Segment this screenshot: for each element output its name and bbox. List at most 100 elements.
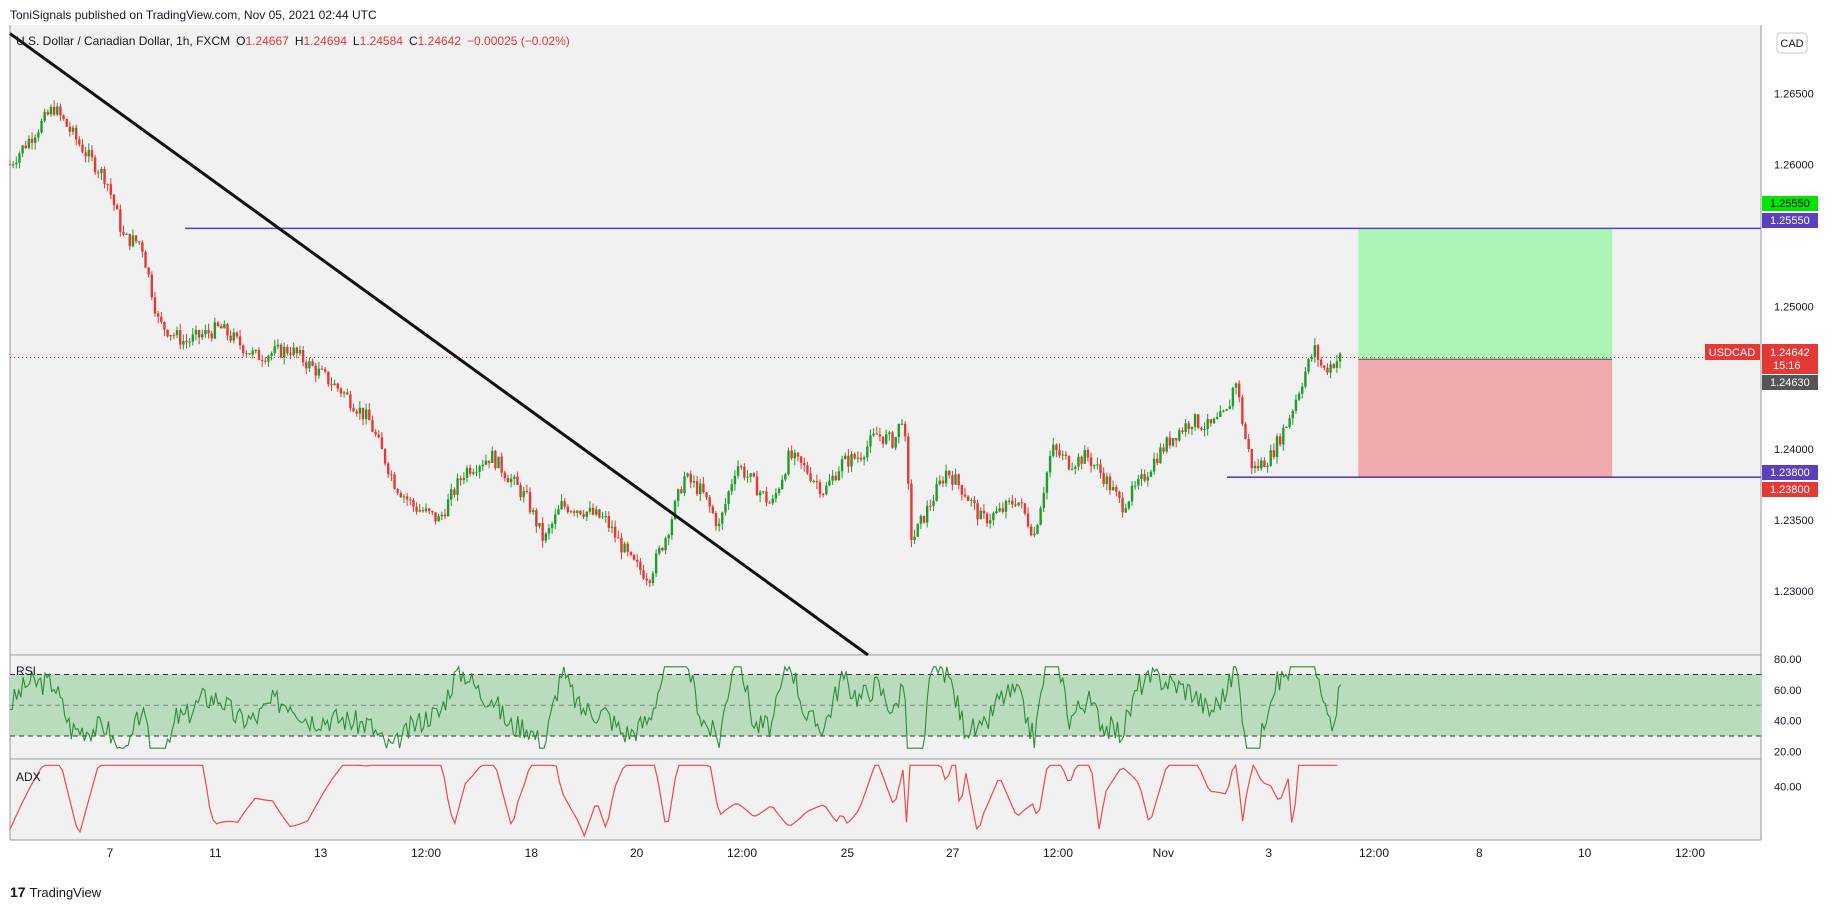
candle-body — [859, 457, 863, 460]
candle-body — [1288, 418, 1291, 427]
candle-body — [119, 209, 122, 232]
candle-body — [377, 434, 380, 438]
candle-body — [1187, 423, 1190, 429]
candle-body — [834, 475, 837, 481]
candle-body — [828, 480, 831, 486]
currency-box[interactable] — [1776, 32, 1808, 54]
candle-body — [71, 127, 75, 132]
candle-body — [500, 456, 503, 473]
candle-body — [951, 475, 954, 485]
candle-body — [585, 511, 588, 517]
candle-body — [1048, 455, 1052, 473]
candle-body — [768, 502, 771, 504]
downtrend-line[interactable] — [9, 32, 869, 657]
candle-body — [1260, 460, 1263, 469]
candle-body — [361, 407, 365, 420]
candle-body — [131, 235, 135, 247]
candle-body — [1011, 500, 1014, 505]
candle-body — [1275, 436, 1279, 458]
candle-body — [144, 251, 147, 268]
candle-body — [178, 330, 182, 345]
candle-body — [689, 473, 692, 483]
candle-body — [525, 491, 529, 493]
candle-body — [364, 409, 368, 420]
candle-body — [812, 481, 815, 483]
candle-body — [869, 435, 872, 447]
candle-body — [1193, 414, 1197, 427]
candle-body — [591, 507, 595, 515]
candle-body — [459, 478, 462, 481]
candle-body — [1272, 450, 1276, 458]
time-tick-label: 8 — [1476, 846, 1483, 860]
stop-loss-zone[interactable] — [1358, 359, 1613, 478]
candle-body — [1329, 364, 1332, 373]
candle-body — [809, 473, 812, 482]
candle-body — [976, 503, 979, 520]
candle-body — [106, 184, 109, 186]
candle-body — [1118, 491, 1121, 498]
candles — [8, 100, 1342, 588]
candle-body — [1247, 439, 1250, 450]
candle-body — [481, 464, 484, 467]
candle-body — [803, 462, 806, 466]
price-tag-stop-red: 1.23800 — [1762, 482, 1818, 497]
candle-body — [276, 344, 280, 347]
candle-body — [985, 513, 989, 524]
candle-body — [1278, 436, 1282, 445]
candle-body — [446, 499, 450, 517]
candle-body — [229, 335, 232, 341]
candle-body — [219, 325, 223, 329]
candle-body — [1102, 472, 1105, 484]
candle-body — [368, 409, 371, 421]
candle-body — [966, 496, 970, 501]
candle-body — [1023, 503, 1027, 514]
candle-body — [78, 139, 81, 145]
candle-body — [856, 457, 860, 459]
price-axis[interactable] — [1761, 25, 1834, 840]
candle-body — [1168, 437, 1172, 446]
candle-body — [197, 330, 201, 338]
candle-body — [1313, 345, 1317, 358]
adx-axis-ticks: 40.00 — [1774, 782, 1802, 794]
symbol-legend[interactable]: U.S. Dollar / Canadian Dollar, 1h, FXCM O… — [16, 34, 570, 48]
adx-pane[interactable] — [10, 760, 1761, 840]
candle-body — [1115, 487, 1118, 492]
candle-body — [503, 472, 507, 479]
price-tag-entry: 1.24630 — [1762, 375, 1818, 390]
price-axis-ticks: 1.26500 1.26000 1.25000 1.24000 1.23500 1.230… — [1774, 88, 1814, 598]
candle-body — [487, 460, 491, 463]
candle-body — [894, 436, 897, 448]
candle-body — [1282, 427, 1285, 445]
time-tick-label: 7 — [107, 846, 114, 860]
candle-body — [1219, 411, 1222, 417]
candle-body — [1244, 423, 1247, 440]
candle-body — [440, 514, 443, 517]
candle-body — [1174, 438, 1178, 441]
tradingview-footer[interactable]: 17 TradingView — [10, 884, 101, 900]
candle-body — [1086, 449, 1090, 458]
candle-body — [547, 528, 551, 534]
candle-body — [516, 476, 519, 485]
candle-body — [1074, 466, 1077, 469]
candle-body — [872, 433, 875, 436]
candle-body — [1190, 426, 1194, 429]
candle-body — [528, 492, 532, 513]
svg-text:1.23800: 1.23800 — [1770, 484, 1810, 496]
candle-body — [468, 467, 472, 474]
take-profit-zone[interactable] — [1358, 228, 1613, 360]
candle-body — [818, 482, 822, 495]
candle-body — [43, 111, 46, 121]
chart-area[interactable]: U.S. Dollar / Canadian Dollar, 1h, FXCM O… — [0, 25, 1834, 905]
candle-body — [223, 324, 226, 329]
candle-body — [182, 340, 185, 345]
candle-body — [989, 520, 992, 524]
candle-body — [1316, 345, 1320, 360]
candle-body — [900, 423, 904, 425]
candle-body — [1241, 397, 1244, 424]
candle-body — [1093, 465, 1096, 467]
candle-body — [286, 346, 289, 354]
candle-body — [746, 476, 749, 478]
candle-body — [673, 500, 677, 520]
candle-body — [415, 506, 418, 512]
candle-body — [8, 164, 12, 166]
